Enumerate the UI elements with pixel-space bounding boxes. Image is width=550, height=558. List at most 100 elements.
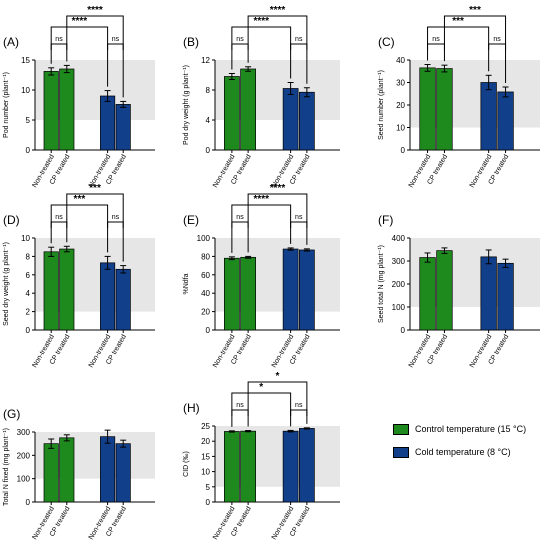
y-axis-label: Pod number (plant⁻¹) — [3, 72, 10, 138]
significance-bracket — [231, 409, 249, 416]
significance-label: **** — [253, 194, 269, 205]
y-tick-label: 15 — [21, 56, 30, 65]
bar — [240, 256, 256, 331]
y-tick-label: 25 — [201, 422, 210, 431]
significance-label: *** — [74, 194, 86, 205]
bar — [43, 443, 59, 503]
y-axis-label: %Ndfa — [183, 273, 190, 294]
significance-bracket — [290, 221, 308, 228]
y-tick-label: 0 — [26, 146, 31, 155]
bar — [240, 68, 256, 151]
legend-swatch-cold — [393, 446, 409, 458]
significance-bracket — [231, 221, 249, 228]
bar — [497, 262, 514, 331]
y-tick-label: 4 — [206, 116, 211, 125]
y-tick-label: 6 — [26, 271, 31, 280]
y-tick-label: 8 — [26, 252, 31, 261]
bar — [100, 95, 116, 151]
bar — [224, 76, 240, 151]
significance-label: **** — [72, 16, 88, 27]
bar — [419, 257, 436, 331]
legend-item-cold: Cold temperature (8 °C) — [393, 445, 550, 459]
y-tick-label: 5 — [206, 483, 211, 492]
bar — [240, 430, 256, 503]
bar — [480, 256, 497, 331]
y-axis-label: Total N fixed (mg plant⁻¹) — [3, 428, 10, 506]
legend-swatch-control — [393, 423, 409, 435]
significance-bracket — [488, 43, 507, 50]
y-tick-label: 80 — [201, 252, 210, 261]
y-axis-label: Seed total N (mg plant⁻¹) — [378, 245, 385, 323]
y-tick-label: 300 — [392, 257, 406, 266]
significance-bracket — [50, 221, 68, 228]
bar — [480, 82, 497, 151]
y-tick-label: 20 — [201, 308, 210, 317]
y-tick-label: 0 — [206, 326, 211, 335]
bar — [59, 68, 75, 151]
y-tick-label: 100 — [392, 303, 406, 312]
significance-label: * — [276, 371, 280, 382]
significance-bracket — [231, 204, 292, 253]
y-tick-label: 10 — [201, 468, 210, 477]
legend: Control temperature (15 °C) Cold tempera… — [393, 422, 550, 468]
y-axis-label: Pod dry weight (g plant⁻¹) — [183, 65, 190, 145]
bar — [115, 443, 131, 503]
significance-label: ns — [236, 36, 244, 43]
legend-item-control: Control temperature (15 °C) — [393, 422, 550, 436]
y-tick-label: 10 — [396, 124, 405, 133]
bar — [43, 71, 59, 151]
significance-label: ns — [236, 214, 244, 221]
significance-bracket — [427, 43, 445, 50]
y-tick-label: 400 — [392, 234, 406, 243]
panel-label: (B) — [183, 35, 199, 49]
bar — [299, 428, 315, 503]
significance-bracket — [50, 26, 109, 87]
significance-label: **** — [87, 5, 103, 16]
significance-label: * — [259, 382, 263, 393]
y-tick-label: 0 — [401, 146, 406, 155]
y-tick-label: 10 — [21, 234, 30, 243]
y-tick-label: 8 — [206, 86, 211, 95]
bar — [282, 88, 299, 151]
significance-label: ns — [55, 214, 63, 221]
significance-label: ns — [295, 402, 303, 409]
significance-label: ns — [55, 36, 63, 43]
bar — [224, 257, 240, 331]
y-tick-label: 0 — [206, 146, 211, 155]
significance-label: ns — [295, 214, 303, 221]
significance-bracket — [247, 381, 308, 427]
bar — [436, 250, 453, 331]
significance-bracket — [247, 15, 308, 84]
bar — [282, 430, 299, 503]
y-axis-label: CID (‰) — [183, 451, 190, 477]
bar — [59, 248, 75, 331]
y-tick-label: 12 — [201, 56, 210, 65]
y-tick-label: 4 — [26, 289, 31, 298]
significance-label: ns — [236, 402, 244, 409]
significance-label: ns — [112, 36, 120, 43]
panel-label: (F) — [378, 213, 393, 227]
significance-bracket — [50, 204, 109, 253]
y-tick-label: 0 — [206, 498, 211, 507]
significance-label: ns — [112, 214, 120, 221]
bar — [59, 437, 75, 503]
bar — [299, 249, 315, 331]
significance-label: **** — [270, 5, 286, 16]
significance-label: ns — [432, 36, 440, 43]
significance-bracket — [290, 409, 308, 416]
panel-label: (C) — [378, 35, 395, 49]
significance-label: *** — [452, 16, 464, 27]
legend-label-cold: Cold temperature (8 °C) — [415, 447, 511, 457]
bar — [436, 68, 453, 151]
y-tick-label: 0 — [401, 326, 406, 335]
significance-label: **** — [253, 16, 269, 27]
bar — [419, 67, 436, 151]
